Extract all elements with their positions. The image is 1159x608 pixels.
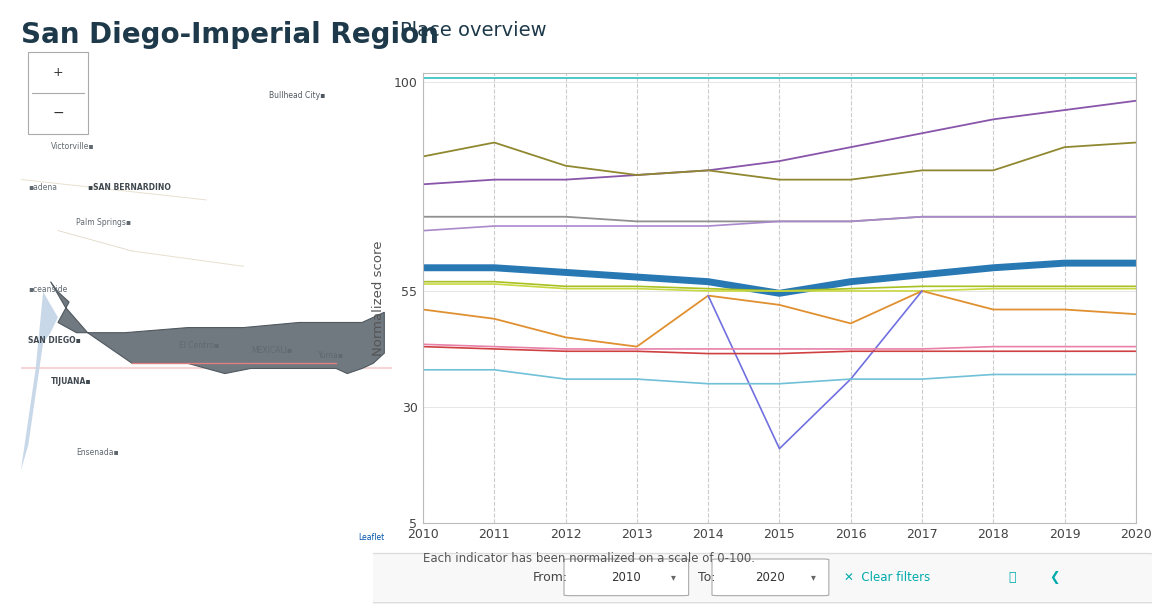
Polygon shape (21, 292, 58, 471)
Text: Victorville▪: Victorville▪ (51, 142, 94, 151)
FancyBboxPatch shape (564, 559, 688, 596)
Text: ▪SAN BERNARDINO: ▪SAN BERNARDINO (88, 182, 170, 192)
Text: Yuma▪: Yuma▪ (318, 351, 343, 360)
Text: MEXICALI▪: MEXICALI▪ (250, 346, 292, 355)
Text: El Centro▪: El Centro▪ (178, 341, 219, 350)
FancyBboxPatch shape (712, 559, 829, 596)
Text: From:: From: (533, 571, 568, 584)
Text: Ensenada▪: Ensenada▪ (76, 448, 119, 457)
Text: ▾: ▾ (811, 573, 816, 582)
Y-axis label: Normalized score: Normalized score (372, 240, 385, 356)
Text: ▾: ▾ (671, 573, 676, 582)
Text: ▪ceanside: ▪ceanside (28, 285, 67, 294)
Text: Each indicator has been normalized on a scale of 0-100.: Each indicator has been normalized on a … (423, 553, 755, 565)
Text: ❮: ❮ (1049, 571, 1060, 584)
Polygon shape (51, 282, 385, 373)
Text: 🖨: 🖨 (1008, 571, 1015, 584)
FancyBboxPatch shape (370, 553, 1154, 603)
Text: 2020: 2020 (755, 571, 785, 584)
Text: Place overview: Place overview (400, 21, 547, 40)
Text: −: − (52, 106, 64, 120)
Text: 2010: 2010 (611, 571, 641, 584)
Text: Bullhead City▪: Bullhead City▪ (269, 91, 325, 100)
Text: TIJUANA▪: TIJUANA▪ (51, 377, 92, 385)
Text: ✕  Clear filters: ✕ Clear filters (845, 571, 931, 584)
Text: ▪adena: ▪adena (28, 182, 57, 192)
Text: Leaflet: Leaflet (358, 533, 385, 542)
FancyBboxPatch shape (28, 52, 88, 134)
Text: +: + (52, 66, 64, 78)
Text: SAN DIEGO▪: SAN DIEGO▪ (28, 336, 81, 345)
Text: Palm Springs▪: Palm Springs▪ (76, 218, 131, 227)
Text: To:: To: (699, 571, 716, 584)
Text: San Diego-Imperial Region: San Diego-Imperial Region (21, 21, 439, 49)
